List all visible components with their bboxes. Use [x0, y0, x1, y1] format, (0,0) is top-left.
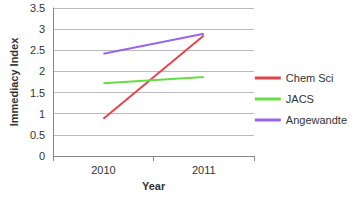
- svg-text:Chem Sci: Chem Sci: [286, 72, 334, 84]
- svg-text:1: 1: [39, 108, 45, 120]
- svg-text:Immediacy Index: Immediacy Index: [8, 37, 20, 127]
- svg-text:2011: 2011: [192, 164, 216, 176]
- svg-text:3: 3: [39, 23, 45, 35]
- svg-text:Angewandte: Angewandte: [286, 114, 347, 126]
- svg-text:Year: Year: [142, 180, 166, 192]
- svg-text:0.5: 0.5: [30, 129, 45, 141]
- svg-text:2.5: 2.5: [30, 44, 45, 56]
- svg-text:JACS: JACS: [286, 93, 314, 105]
- svg-text:3.5: 3.5: [30, 2, 45, 14]
- svg-text:2010: 2010: [91, 164, 115, 176]
- svg-text:0: 0: [39, 150, 45, 162]
- svg-text:2: 2: [39, 65, 45, 77]
- svg-text:1.5: 1.5: [30, 87, 45, 99]
